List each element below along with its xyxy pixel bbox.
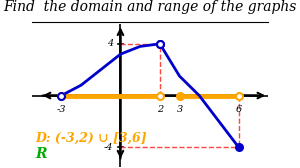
Text: 3: 3: [176, 104, 183, 114]
Text: -4: -4: [104, 143, 114, 152]
Text: 2: 2: [157, 104, 163, 114]
Text: Find  the domain and range of the graphs: Find the domain and range of the graphs: [3, 1, 297, 14]
Text: 6: 6: [236, 104, 242, 114]
Text: R: R: [36, 147, 47, 161]
Text: -3: -3: [57, 104, 66, 114]
Text: D: (-3,2) ∪ [3,6]: D: (-3,2) ∪ [3,6]: [36, 132, 147, 145]
Text: 4: 4: [107, 39, 114, 48]
